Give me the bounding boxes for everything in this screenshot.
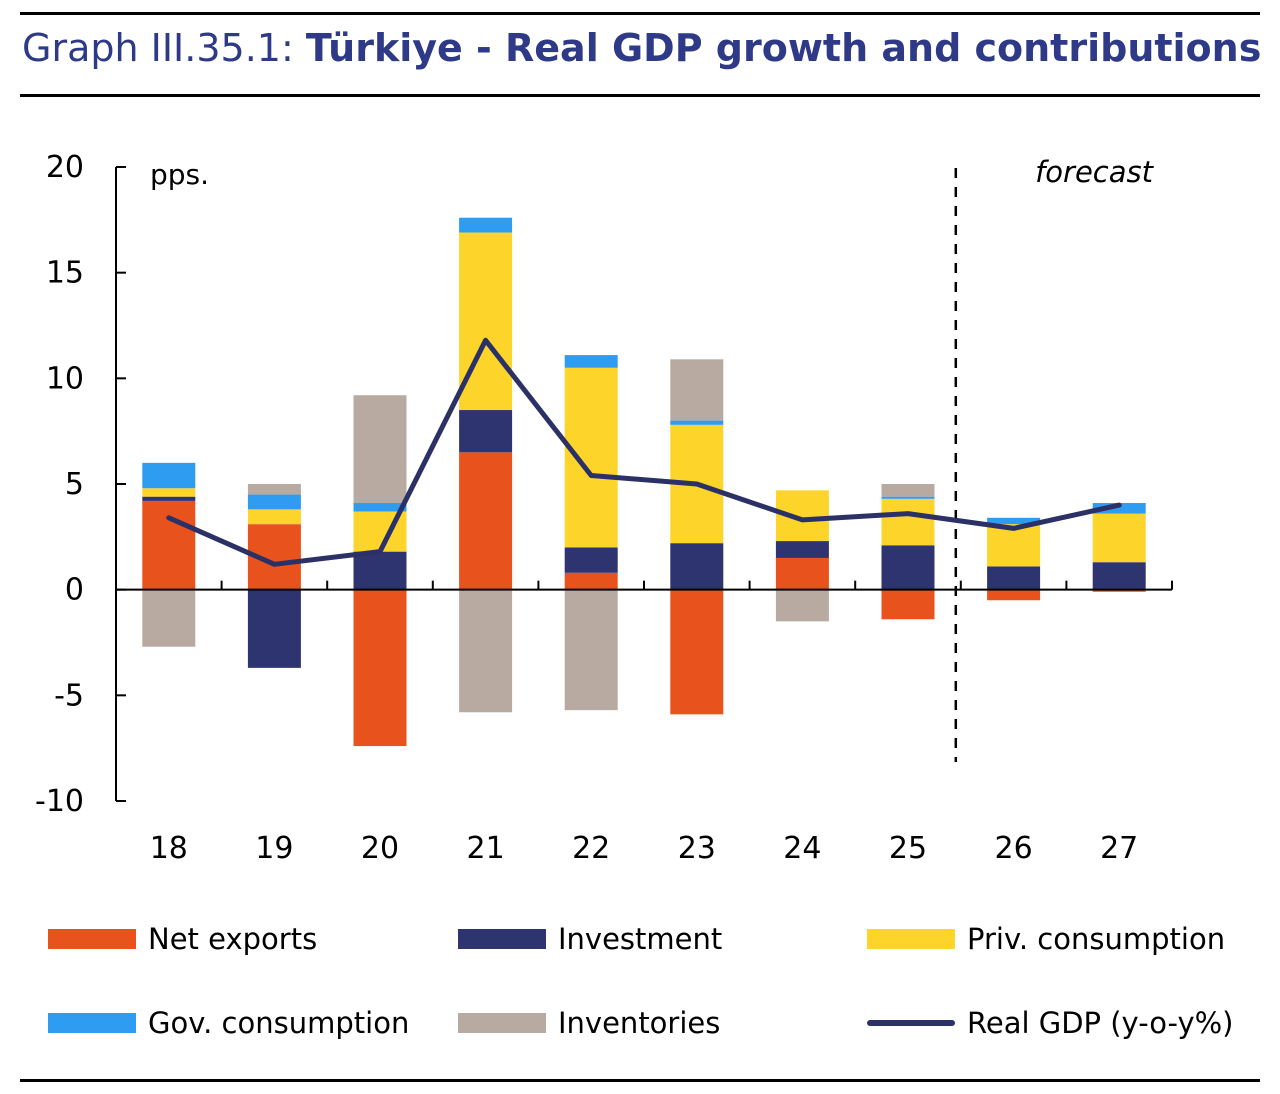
legend-item-inventories: Inventories	[458, 1006, 720, 1040]
x-tick-label: 21	[467, 831, 505, 866]
legend-label-investment: Investment	[558, 922, 723, 956]
gdp-contributions-chart: -10 -5 0 5 10 15 20 18 19 20 21 22 23 24 25 26 27 pps. for…	[35, 150, 1173, 866]
bar-investment-24	[775, 541, 829, 558]
bar-inventories-21	[459, 589, 513, 713]
legend-item-net-exports: Net exports	[48, 922, 317, 956]
bar-net-exports-23	[670, 589, 724, 715]
x-tick-label: 26	[995, 831, 1033, 866]
bar-gov-consumption-20	[353, 503, 407, 512]
bar-inventories-22	[564, 589, 618, 711]
bar-gov-consumption-21	[459, 217, 513, 233]
legend-label-real-gdp: Real GDP (y-o-y%)	[967, 1006, 1234, 1040]
legend-swatch-real-gdp	[867, 1020, 955, 1026]
y-tick-label: -10	[35, 784, 84, 819]
bar-net-exports-25	[881, 589, 935, 620]
bar-priv-consumption-19	[247, 509, 301, 525]
bar-net-exports-26	[987, 589, 1041, 601]
legend-swatch-priv-consumption	[867, 929, 955, 949]
legend-label-net-exports: Net exports	[148, 922, 318, 956]
bar-priv-consumption-18	[142, 488, 196, 497]
page-title: Graph III.35.1: Türkiye - Real GDP growt…	[22, 26, 1261, 70]
unit-label: pps.	[150, 158, 209, 191]
bar-inventories-20	[353, 395, 407, 504]
legend-label-priv-consumption: Priv. consumption	[967, 922, 1226, 956]
top-rule	[20, 12, 1260, 15]
bar-net-exports-21	[459, 452, 513, 590]
bar-priv-consumption-26	[987, 524, 1041, 567]
bar-inventories-23	[670, 359, 724, 421]
bar-priv-consumption-25	[881, 498, 935, 546]
bar-net-exports-20	[353, 589, 407, 747]
x-tick-label: 23	[678, 831, 716, 866]
bar-net-exports-24	[775, 557, 829, 590]
bar-investment-19	[247, 589, 301, 668]
legend-swatch-inventories	[458, 1013, 546, 1033]
bar-investment-27	[1092, 562, 1146, 590]
y-tick-label: 10	[46, 361, 84, 396]
x-tick-label: 19	[255, 831, 293, 866]
bar-gov-consumption-25	[881, 496, 935, 499]
legend-item-priv-consumption: Priv. consumption	[867, 922, 1225, 956]
bar-inventories-25	[881, 484, 935, 497]
y-tick-label: 20	[46, 150, 84, 185]
bar-investment-20	[353, 551, 407, 590]
legend-swatch-gov-consumption	[48, 1013, 136, 1033]
legend-label-gov-consumption: Gov. consumption	[148, 1006, 410, 1040]
legend-swatch-net-exports	[48, 929, 136, 949]
graph-title: Türkiye - Real GDP growth and contributi…	[305, 26, 1262, 70]
bar-investment-22	[564, 547, 618, 573]
y-tick-label: -5	[54, 678, 84, 713]
bar-net-exports-22	[564, 572, 618, 590]
bar-inventories-19	[247, 484, 301, 495]
x-tick-label: 24	[783, 831, 821, 866]
title-rule	[20, 94, 1260, 97]
y-tick-label: 5	[65, 467, 84, 502]
bar-net-exports-27	[1092, 589, 1146, 592]
bar-investment-25	[881, 545, 935, 590]
bar-investment-26	[987, 566, 1041, 590]
x-tick-label: 25	[889, 831, 927, 866]
bar-priv-consumption-21	[459, 232, 513, 411]
legend-item-real-gdp: Real GDP (y-o-y%)	[867, 1006, 1233, 1040]
bar-net-exports-18	[142, 500, 196, 590]
x-tick-label: 18	[150, 831, 188, 866]
bar-inventories-24	[775, 589, 829, 622]
y-tick-label: 0	[65, 573, 84, 608]
x-tick-label: 22	[572, 831, 610, 866]
bar-inventories-18	[142, 589, 196, 647]
bar-gov-consumption-19	[247, 494, 301, 510]
bar-priv-consumption-27	[1092, 513, 1146, 563]
bottom-rule	[20, 1079, 1260, 1082]
bar-gov-consumption-27	[1092, 503, 1146, 514]
bar-investment-21	[459, 410, 513, 453]
bar-investment-23	[670, 543, 724, 590]
bar-investment-18	[142, 496, 196, 501]
bar-gov-consumption-26	[987, 517, 1041, 525]
x-tick-label: 27	[1100, 831, 1138, 866]
legend-item-gov-consumption: Gov. consumption	[48, 1006, 409, 1040]
legend-label-inventories: Inventories	[558, 1006, 721, 1040]
bar-gov-consumption-18	[142, 462, 196, 489]
bar-gov-consumption-23	[670, 420, 724, 425]
forecast-label: forecast	[1035, 155, 1155, 189]
graph-number: Graph III.35.1:	[22, 26, 294, 70]
y-tick-label: 15	[46, 256, 84, 291]
bar-priv-consumption-22	[564, 367, 618, 548]
x-tick-label: 20	[361, 831, 399, 866]
bar-gov-consumption-22	[564, 355, 618, 368]
legend-item-investment: Investment	[458, 922, 722, 956]
line-real-gdp	[166, 337, 1122, 567]
legend-swatch-investment	[458, 929, 546, 949]
